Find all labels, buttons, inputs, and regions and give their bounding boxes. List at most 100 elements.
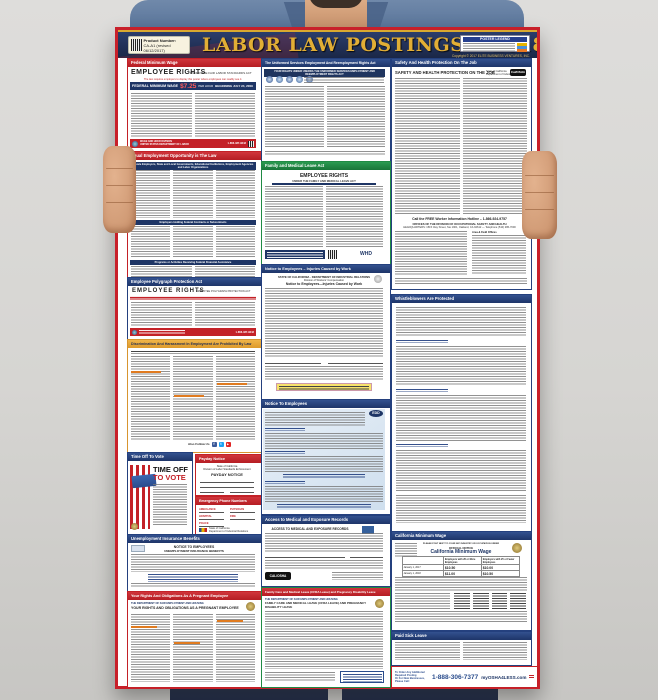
camw-col26: Employers with 26 or More Employees (443, 557, 481, 564)
eeo-subhead-1: Private Employers, State and Local Gover… (130, 162, 256, 171)
order-note: To Order Any Additional Required Posting… (395, 671, 429, 684)
eeo-subhead-3: Programs or Activities Receiving Federal… (130, 260, 256, 266)
emergency-footer1: State of California (209, 527, 230, 530)
product-number-value: CA-A1 (revised 06/12/2017) (143, 42, 171, 53)
poster-header-band: Product Number: CA-A1 (revised 06/12/201… (118, 30, 537, 58)
payday-line1: State of California (216, 465, 238, 468)
fmla-subtitle: UNDER THE FAMILY AND MEDICAL LEAVE ACT (292, 179, 356, 183)
vote-body-text (153, 484, 187, 526)
camw-title: California Minimum Wage (430, 549, 492, 555)
fmw-wage-bar: FEDERAL MINIMUM WAGE $7.25 PER HOUR BEGI… (130, 82, 256, 90)
injuries-blank (265, 361, 321, 364)
product-label-text: Product Number: CA-A1 (revised 06/12/201… (144, 38, 187, 53)
orange-subhead (174, 395, 204, 397)
camw-2017-r25: $10.00 (481, 565, 519, 570)
labor-law-poster: Product Number: CA-A1 (revised 06/12/201… (115, 27, 540, 689)
edd-logo: EDD (369, 410, 383, 417)
section-fmla: Family and Medical Leave Act EMPLOYEE RI… (261, 161, 391, 265)
emergency-label-police: POLICE (199, 522, 209, 525)
section-paid-sick-leave: Paid Sick Leave (391, 631, 532, 666)
service-seal-icon (276, 76, 283, 83)
section-federal-minimum-wage: Federal Minimum Wage EMPLOYEE RIGHTS UND… (127, 58, 262, 152)
emergency-blank (199, 526, 224, 527)
section-header: Payday Notice (196, 455, 261, 463)
state-seal-icon (246, 602, 255, 611)
polygraph-body (131, 302, 255, 326)
records-body2 (265, 560, 383, 570)
section-header: Equal Employment Opportunity is The Law (128, 152, 261, 160)
ui-phone-list (148, 574, 238, 582)
legend-text-lines (463, 43, 515, 52)
emergency-label-hospital: HOSPITAL (199, 515, 212, 518)
ui-logo-box (131, 545, 145, 552)
polygraph-footer-phone: 1-866-487-9243 (235, 330, 254, 334)
section-header: California Minimum Wage (392, 532, 531, 540)
edd-body-2 (265, 433, 383, 449)
records-blank (350, 555, 383, 558)
fmw-title: EMPLOYEE RIGHTS (131, 69, 206, 76)
state-seal-icon (375, 599, 384, 608)
dol-seal-icon (132, 140, 138, 147)
dol-seal-icon (132, 329, 137, 335)
right-hand (522, 151, 557, 239)
payday-blank-line (200, 485, 254, 488)
emergency-blank (230, 519, 255, 520)
section-edd-notice: Notice To Employees EDD (261, 399, 391, 515)
discrimination-intro (131, 351, 255, 354)
emergency-label-fire: FIRE (230, 515, 236, 518)
calosha-logo: CAL/OSHA (265, 572, 291, 580)
eeo-body-2 (131, 226, 255, 258)
injuries-highlight-box (276, 383, 372, 391)
safety-body (395, 78, 527, 214)
camw-date-header (403, 557, 443, 564)
polygraph-subtitle: EMPLOYEE POLYGRAPH PROTECTION ACT (196, 290, 251, 293)
section-header: Paid Sick Leave (392, 632, 531, 640)
section-header: Notice to Employees – Injuries Caused by… (262, 265, 390, 273)
camw-post-line: PLEASE POST NEXT TO YOUR IWC INDUSTRY OR… (422, 542, 500, 545)
section-userra: The Uniformed Services Employment And Re… (261, 58, 391, 162)
camw-schedule-grid (454, 593, 526, 609)
cfra-note-box (340, 671, 384, 683)
safety-area-offices-title: Area & Field Offices (472, 231, 497, 234)
polygraph-title: EMPLOYEE RIGHTS (132, 288, 205, 294)
cfra-note-text (342, 673, 382, 682)
psl-body (395, 642, 527, 660)
safety-agency: State of California Department of Indust… (486, 70, 525, 76)
edd-body-4 (265, 486, 383, 502)
safety-hotline: Call the FREE Worker Information Hotline… (412, 217, 507, 221)
legend-bar-yellow (517, 43, 527, 46)
vote-line2: TO VOTE (153, 473, 186, 482)
camw-body (395, 577, 527, 591)
order-note2: Or For New Businesses, Please Call: (395, 677, 425, 684)
safety-offices-title: OFFICES OF THE DIVISION OF OCCUPATIONAL … (412, 222, 507, 226)
section-header: Notice To Employees (262, 400, 390, 408)
section-header: Unemployment Insurance Benefits (128, 535, 261, 543)
service-seal-icon (266, 76, 273, 83)
injuries-body (265, 288, 383, 358)
orange-subhead (217, 620, 243, 622)
qr-code-icon (131, 39, 142, 51)
section-header: Employee Polygraph Protection Act (128, 278, 261, 286)
fmla-footer-text (267, 251, 323, 258)
section-emergency-numbers: Emergency Phone Numbers AMBULANCE HOSPIT… (195, 496, 262, 536)
userra-body (265, 86, 385, 148)
section-ca-minimum-wage: California Minimum Wage PLEASE POST NEXT… (391, 531, 532, 631)
calosha-flag-icon (199, 528, 207, 532)
records-footer-text (332, 572, 383, 580)
copyright-line: Copyright © 2017 ELITE BUSINESS VENTURES… (452, 54, 530, 58)
section-safety-health: Safety And Health Protection On The Job … (391, 58, 532, 290)
section-header: Access to Medical and Exposure Records (262, 516, 390, 524)
camw-2018-date: January 1, 2018 (403, 571, 421, 575)
follow-us-label: Also Follow Us (188, 441, 210, 446)
injuries-highlight-text (279, 385, 369, 391)
emergency-label-physician: PHYSICIAN (230, 508, 245, 511)
payday-title: PAYDAY NOTICE (211, 472, 243, 477)
cfra-body2 (265, 672, 335, 682)
jeans-left-leg (170, 687, 328, 700)
order-site-logo: myOSHA4LESS.com (481, 674, 527, 680)
state-seal-icon (512, 543, 522, 553)
fmw-display-notice: The law requires employers to display th… (143, 78, 243, 81)
camw-row-2018: January 1, 2018 $11.00 $10.50 (402, 571, 520, 577)
payday-blank-line (200, 480, 254, 483)
